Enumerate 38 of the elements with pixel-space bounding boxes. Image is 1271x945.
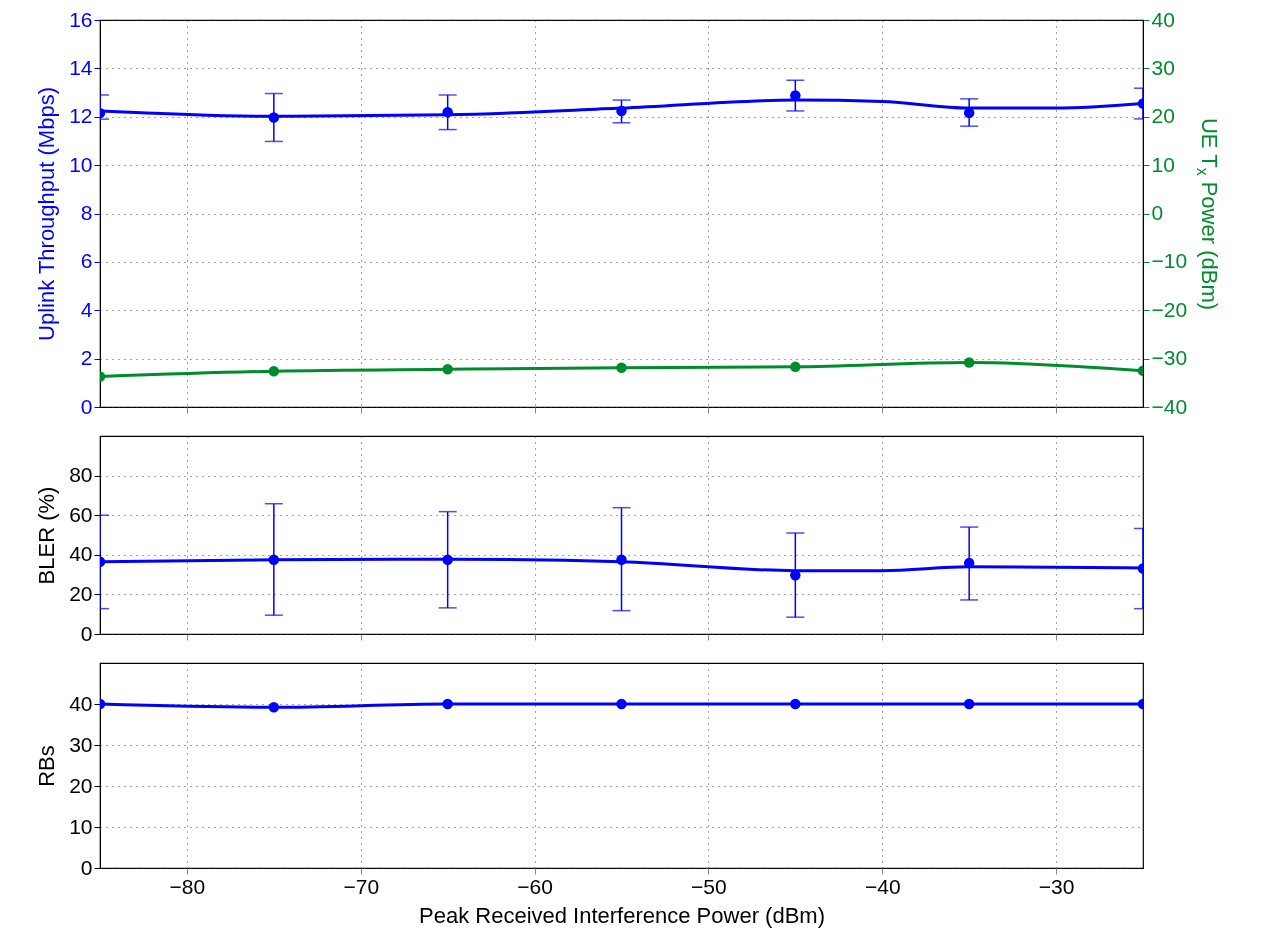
y2-tick-label: −30 (1151, 346, 1188, 370)
y2-tick-label: −10 (1151, 249, 1188, 273)
x-axis-title: Peak Received Interference Power (dBm) (419, 902, 825, 928)
y-axis-title: Uplink Throughput (Mbps) (34, 87, 60, 341)
x-tick-label: −60 (517, 874, 553, 898)
y-tick-label: 20 (69, 773, 93, 797)
y2-tick-label: −20 (1151, 297, 1188, 321)
y2-tick-label: −40 (1151, 394, 1188, 418)
y-tick-label: 80 (69, 463, 93, 487)
x-tick-label: −70 (343, 874, 380, 898)
y-tick-label: 2 (80, 346, 93, 370)
y-tick-label: 16 (69, 7, 93, 31)
y-tick-label: 10 (69, 814, 93, 838)
y2-tick-label: 0 (1151, 201, 1164, 224)
y-tick-label: 8 (80, 201, 93, 224)
y2-tick-label: 20 (1151, 104, 1175, 128)
x-tick-label: −30 (1038, 874, 1075, 898)
y2-tick-label: 10 (1151, 152, 1175, 176)
y-tick-label: 12 (69, 104, 93, 128)
y-axis-title: BLER (%) (34, 486, 60, 585)
y-axis-title: RBs (34, 745, 60, 787)
y-tick-label: 20 (69, 581, 93, 605)
y-tick-label: 0 (80, 394, 93, 418)
y2-tick-label: 40 (1151, 7, 1175, 31)
x-tick-label: −80 (169, 874, 206, 898)
y-tick-label: 10 (69, 152, 93, 176)
y-tick-label: 0 (80, 621, 93, 645)
x-tick-label: −40 (864, 874, 901, 898)
y-tick-label: 30 (69, 732, 93, 756)
y-tick-label: 6 (80, 249, 93, 273)
y-tick-label: 4 (80, 297, 93, 321)
y-tick-label: 14 (69, 55, 93, 79)
x-tick-label: −50 (691, 874, 727, 898)
y-tick-label: 0 (80, 855, 93, 879)
y-tick-label: 40 (69, 542, 93, 566)
y2-tick-label: 30 (1151, 55, 1175, 79)
y-tick-label: 60 (69, 502, 93, 526)
y-tick-label: 40 (69, 691, 93, 715)
